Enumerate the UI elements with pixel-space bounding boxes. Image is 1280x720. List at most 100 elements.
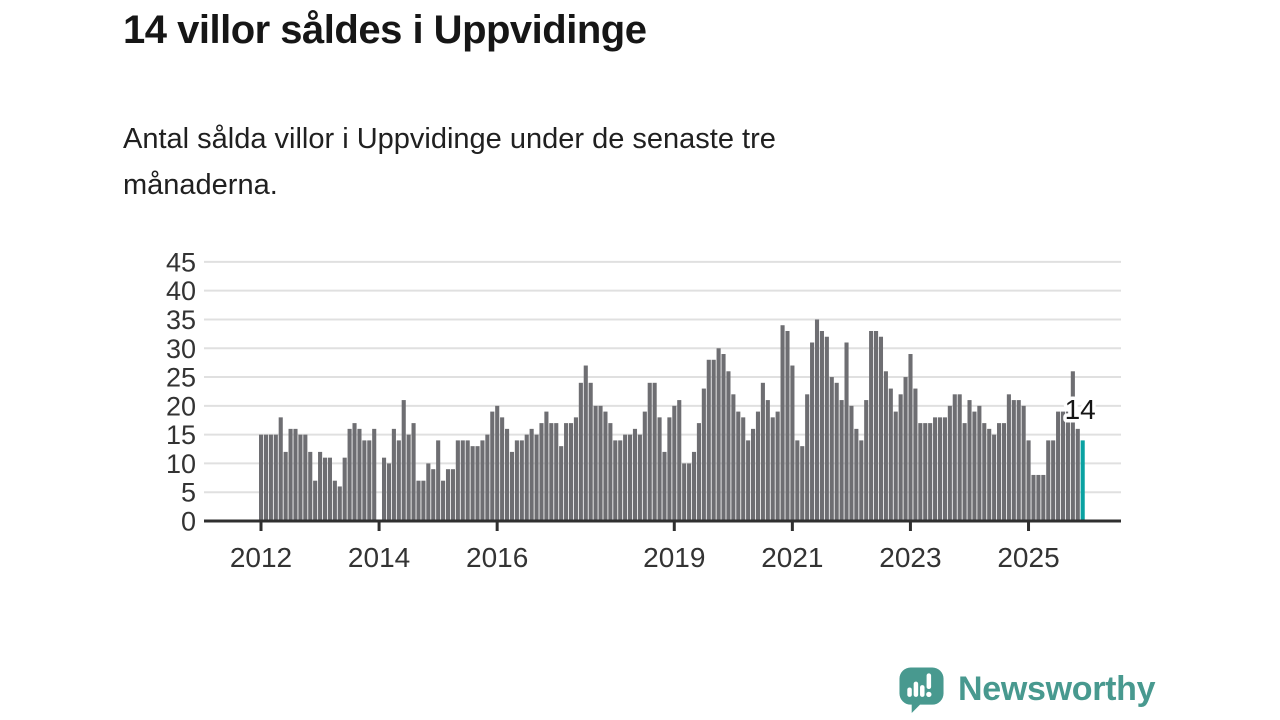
bar	[445, 469, 451, 521]
bar	[662, 451, 667, 521]
bar	[642, 411, 647, 521]
bar	[691, 451, 697, 521]
bar	[765, 400, 770, 521]
bar	[918, 423, 923, 521]
bar	[559, 446, 564, 521]
bar	[933, 417, 938, 521]
bar	[849, 405, 854, 521]
bar	[1006, 394, 1011, 521]
bar	[810, 342, 815, 521]
bar	[416, 480, 421, 521]
bar	[529, 428, 534, 521]
bar	[1070, 371, 1075, 521]
x-axis-label: 2019	[643, 542, 705, 573]
x-axis-label: 2021	[761, 542, 823, 573]
bar	[667, 417, 672, 521]
y-axis-label: 10	[166, 449, 196, 479]
bar	[332, 480, 337, 521]
bar	[893, 411, 898, 521]
bar	[514, 440, 519, 521]
bar	[460, 440, 465, 521]
newsworthy-wordmark: Newsworthy	[958, 670, 1156, 708]
y-axis-label: 35	[166, 305, 196, 335]
bar	[864, 400, 869, 521]
bar	[288, 428, 293, 521]
bar	[495, 405, 500, 521]
bar	[869, 330, 874, 521]
bar	[357, 428, 362, 521]
bar	[755, 411, 761, 521]
bar	[588, 382, 593, 521]
bar	[726, 371, 731, 521]
newsworthy-logo: Newsworthy	[898, 666, 1156, 713]
bar	[465, 440, 470, 521]
bar	[480, 440, 485, 521]
bar	[947, 405, 952, 521]
bar	[549, 423, 554, 521]
bar	[455, 440, 460, 521]
bar	[997, 423, 1002, 521]
bar	[1075, 428, 1080, 521]
y-axis-label: 40	[166, 276, 196, 306]
bar	[470, 446, 475, 521]
bar	[632, 428, 638, 521]
y-axis-label: 30	[166, 334, 196, 364]
x-axis-label: 2023	[879, 542, 941, 573]
bar	[687, 463, 692, 521]
bar	[598, 405, 603, 521]
bar	[573, 417, 578, 521]
bar	[603, 411, 608, 521]
bar	[318, 451, 323, 521]
bar	[952, 394, 957, 521]
bar	[386, 463, 392, 521]
bar	[628, 434, 633, 521]
bar	[898, 394, 903, 521]
bar	[839, 400, 844, 521]
bar	[672, 405, 677, 521]
bar	[259, 434, 264, 521]
bar	[411, 423, 416, 521]
bar	[337, 486, 342, 521]
bar	[593, 405, 598, 521]
bar	[982, 423, 987, 521]
x-axis-label: 2012	[230, 542, 292, 573]
bar	[962, 423, 967, 521]
bar	[834, 382, 839, 521]
bar	[780, 325, 785, 521]
bar	[406, 434, 411, 521]
bar	[844, 342, 849, 521]
bar	[746, 440, 751, 521]
bar	[800, 446, 805, 521]
bar	[824, 336, 829, 521]
bar	[751, 428, 756, 521]
bar	[362, 440, 367, 521]
bar	[1051, 440, 1056, 521]
bar	[623, 434, 628, 521]
bar	[942, 417, 947, 521]
bar	[352, 423, 357, 521]
bar	[1016, 400, 1021, 521]
bar	[1065, 411, 1070, 521]
bar	[431, 469, 436, 521]
bar	[283, 451, 288, 521]
bar	[485, 434, 490, 521]
bar	[775, 411, 780, 521]
bar	[760, 382, 765, 521]
bar	[957, 394, 962, 521]
bar	[1021, 405, 1026, 521]
bar	[770, 417, 775, 521]
bar	[819, 330, 824, 521]
bar	[327, 457, 332, 521]
bar	[711, 359, 716, 521]
bar	[367, 440, 372, 521]
bar	[342, 457, 347, 521]
bar	[519, 440, 524, 521]
bar	[682, 463, 687, 521]
bar	[554, 423, 559, 521]
highlight-bar	[1080, 440, 1085, 521]
x-axis-label: 2025	[997, 542, 1059, 573]
bar	[1046, 440, 1051, 521]
bar	[500, 417, 505, 521]
